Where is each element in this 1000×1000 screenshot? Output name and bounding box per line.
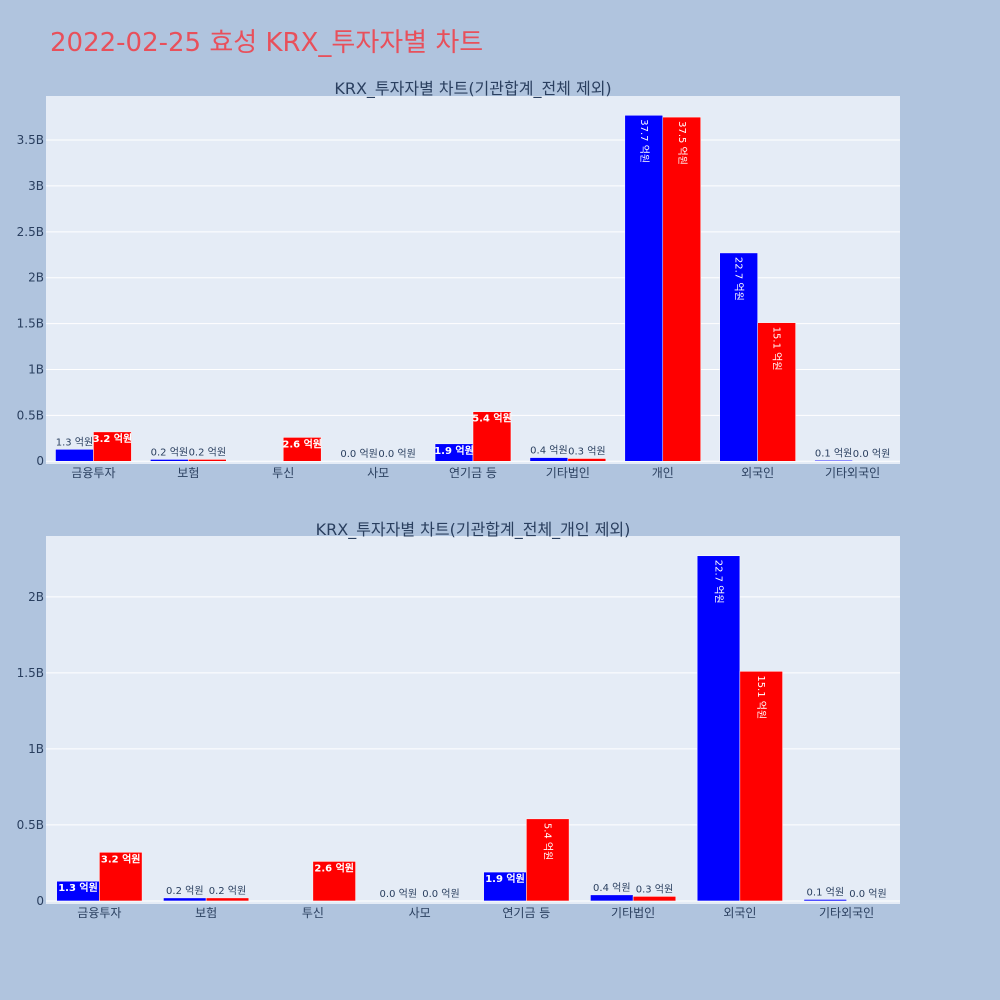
data-label: 3.2 억원 — [93, 432, 133, 445]
x-tick-label: 기타법인 — [611, 906, 655, 920]
bar — [803, 899, 847, 902]
chart-title: KRX_투자자별 차트(기관합계_전체 제외) — [334, 79, 611, 99]
data-label: 0.1 억원 — [807, 886, 844, 898]
x-tick-label: 연기금 등 — [502, 906, 550, 920]
x-tick-label: 기타법인 — [546, 466, 590, 480]
x-tick-label: 보험 — [177, 466, 199, 480]
page-title: 2022-02-25 효성 KRX_투자자별 차트 — [50, 28, 484, 58]
y-tick-label: 1B — [28, 742, 44, 756]
data-label: 1.3 억원 — [56, 436, 93, 448]
data-label: 2.6 억원 — [314, 861, 354, 874]
y-tick-label: 1.5B — [17, 317, 44, 331]
data-label: 15.1 억원 — [755, 675, 767, 719]
data-label: 0.3 억원 — [568, 445, 605, 457]
data-label: 0.1 억원 — [815, 447, 852, 459]
bar — [632, 896, 677, 902]
data-label: 0.2 억원 — [151, 446, 188, 458]
bar — [590, 894, 634, 902]
bar — [55, 449, 94, 462]
data-label: 1.3 억원 — [58, 881, 98, 894]
y-tick-label: 0 — [36, 894, 44, 908]
y-tick-label: 1.5B — [17, 666, 44, 680]
bar — [624, 115, 664, 462]
y-tick-label: 0.5B — [17, 408, 44, 422]
chart-2: KRX_투자자별 차트(기관합계_전체_개인 제외) 0 0.5B 1B 1.5B 2B 금… — [17, 520, 900, 920]
x-tick-label: 기타외국인 — [819, 906, 874, 920]
x-tick-label: 개인 — [652, 466, 674, 480]
bar — [472, 411, 512, 462]
data-label: 0.0 억원 — [422, 888, 459, 900]
x-tick-label: 금융투자 — [71, 466, 115, 480]
y-tick-label: 0.5B — [17, 818, 44, 832]
bar — [163, 897, 207, 902]
data-label: 0.2 억원 — [209, 885, 246, 897]
bar — [814, 460, 853, 462]
data-label: 0.0 억원 — [380, 888, 417, 900]
bar — [282, 437, 322, 462]
data-label: 0.0 억원 — [340, 448, 377, 460]
bar — [205, 897, 250, 902]
data-label: 22.7 억원 — [713, 560, 725, 604]
bar — [662, 116, 701, 462]
x-tick-label: 기타외국인 — [825, 466, 880, 480]
data-label: 5.4 억원 — [472, 412, 512, 425]
data-label: 37.7 억원 — [638, 119, 650, 163]
x-tick-label: 금융투자 — [77, 906, 121, 920]
bar — [696, 555, 741, 902]
chart-title: KRX_투자자별 차트(기관합계_전체_개인 제외) — [316, 520, 631, 540]
data-label: 0.0 억원 — [378, 448, 415, 460]
data-label: 2.6 억원 — [282, 437, 322, 450]
data-label: 1.9 억원 — [485, 872, 525, 885]
bar — [757, 322, 796, 462]
data-label: 1.9 억원 — [434, 444, 474, 457]
data-label: 3.2 억원 — [101, 852, 141, 865]
x-tick-label: 보험 — [195, 906, 217, 920]
data-label: 0.0 억원 — [849, 888, 886, 900]
y-tick-label: 2.5B — [17, 225, 44, 239]
x-tick-label: 연기금 등 — [449, 466, 497, 480]
data-label: 0.4 억원 — [593, 882, 630, 894]
bar — [312, 861, 356, 902]
data-label: 22.7 억원 — [733, 257, 745, 301]
y-tick-label: 2B — [28, 271, 44, 285]
bar — [739, 671, 783, 902]
data-label: 0.3 억원 — [636, 883, 673, 895]
bar — [188, 459, 227, 462]
x-tick-label: 외국인 — [723, 906, 756, 920]
data-label: 0.2 억원 — [166, 885, 203, 897]
data-label: 0.2 억원 — [189, 446, 226, 458]
data-label: 5.4 억원 — [542, 823, 554, 860]
bar — [93, 431, 132, 462]
chart-1: KRX_투자자별 차트(기관합계_전체 제외) 0 0.5B 1B 1.5B 2B 2.5B… — [17, 79, 900, 480]
x-tick-label: 사모 — [367, 466, 389, 480]
bar — [567, 458, 607, 462]
y-tick-label: 3.5B — [17, 133, 44, 147]
y-tick-label: 3B — [28, 179, 44, 193]
y-tick-label: 0 — [36, 454, 44, 468]
bar — [529, 457, 569, 462]
bar — [719, 252, 758, 462]
data-label: 15.1 억원 — [771, 327, 783, 371]
bar — [99, 852, 143, 902]
x-tick-label: 투신 — [272, 466, 294, 480]
data-label: 0.4 억원 — [530, 445, 567, 457]
bar — [483, 871, 527, 902]
x-tick-label: 투신 — [302, 906, 324, 920]
x-tick-label: 외국인 — [741, 466, 774, 480]
data-label: 37.5 억원 — [676, 121, 688, 165]
y-tick-label: 2B — [28, 590, 44, 604]
data-label: 0.0 억원 — [853, 448, 890, 460]
bar — [150, 459, 189, 462]
x-tick-label: 사모 — [409, 906, 431, 920]
y-tick-label: 1B — [28, 362, 44, 376]
bar — [526, 818, 570, 902]
